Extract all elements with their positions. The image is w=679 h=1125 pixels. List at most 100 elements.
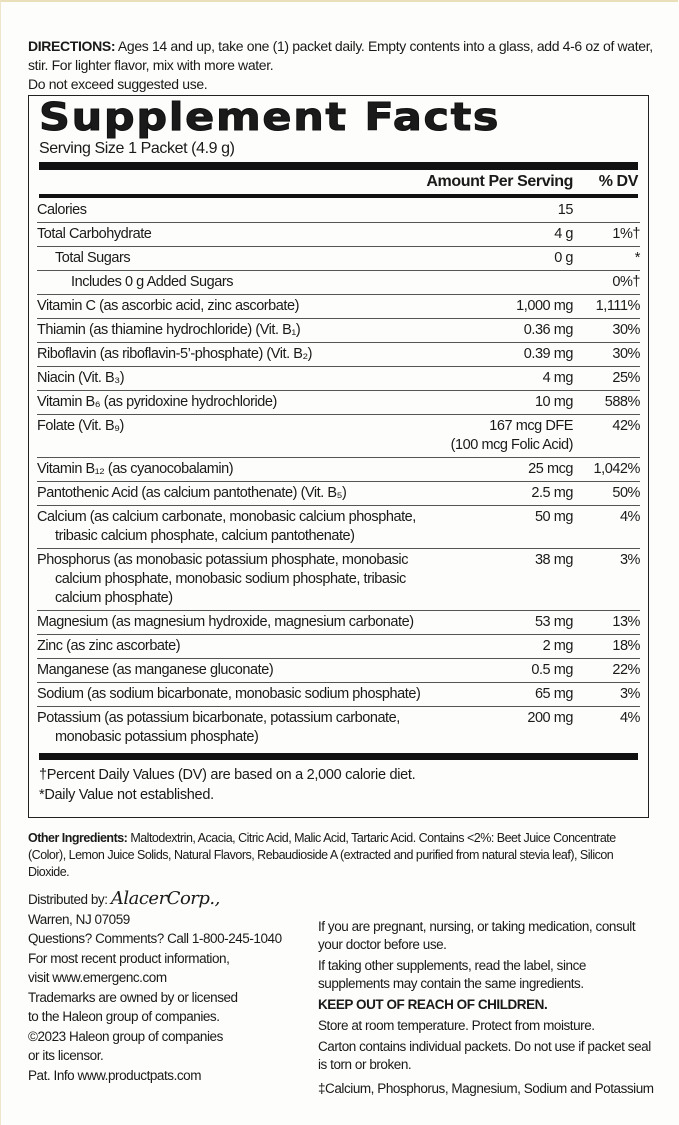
amount-value: 0.39 mg [523, 346, 574, 362]
nutrient-dv: 1%† [612, 226, 640, 242]
amount-value: 0.36 mg [523, 322, 574, 338]
nutrient-name: Vitamin B₆ (as pyridoxine hydrochloride) [37, 393, 467, 412]
nutrient-name-line: Niacin (Vit. B₃) [37, 370, 125, 386]
nutrient-row: Vitamin B₁₂ (as cyanocobalamin) 25 mcg 1,0… [37, 458, 640, 482]
nutrient-name-line: Zinc (as zinc ascorbate) [37, 638, 181, 654]
nutrient-row: Zinc (as zinc ascorbate) 2 mg 18% [37, 635, 640, 659]
amount-value: 65 mg [534, 686, 574, 702]
nutrient-amount: 2 mg [542, 637, 574, 656]
nutrient-name-line: Potassium (as potassium bicarbonate, pot… [37, 710, 400, 726]
distributor-line: Trademarks are owned by or licensed [28, 989, 238, 1005]
nutrient-amount: 0.39 mg [523, 345, 574, 364]
nutrient-row: Vitamin B₆ (as pyridoxine hydrochloride)… [37, 391, 640, 415]
nutrient-name-line: Sodium (as sodium bicarbonate, monobasic… [37, 686, 421, 702]
warning-carton: Carton contains individual packets. Do n… [318, 1039, 651, 1072]
other-ingredients-label: Other Ingredients: [28, 831, 128, 845]
distributor-line: Pat. Info www.productpats.com [28, 1067, 202, 1083]
nutrient-name-line: Phosphorus (as monobasic potassium phosp… [37, 552, 409, 568]
nutrient-dv: 588% [604, 394, 641, 410]
nutrient-name: Calories [37, 201, 467, 220]
column-header: Amount Per Serving % DV [39, 170, 638, 194]
amount-value: 2.5 mg [531, 485, 573, 501]
nutrient-amount: 38 mg [534, 551, 574, 570]
amount-value: 1,000 mg [516, 298, 573, 314]
amount-value: 4 mg [542, 370, 574, 386]
nutrient-row: Potassium (as potassium bicarbonate, pot… [37, 707, 640, 749]
nutrient-name-line: tribasic calcium phosphate, calcium pant… [55, 528, 355, 544]
nutrient-amount: 50 mg [535, 508, 574, 527]
nutrient-row: Riboflavin (as riboflavin-5’-phosphate) … [37, 343, 640, 367]
warnings: If you are pregnant, nursing, or taking … [318, 918, 658, 1101]
nutrient-row: Folate (Vit. B₉) 167 mcg DFE (100 mcg Foli… [37, 415, 640, 458]
nutrient-row: Niacin (Vit. B₃) 4 mg 25% [37, 367, 640, 391]
facts-title: Supplement Facts [38, 95, 501, 139]
amount-value: 10 mg [534, 394, 574, 410]
amount-value: 2 mg [542, 638, 574, 654]
label-content: DIRECTIONS: Ages 14 and up, take one (1)… [28, 38, 658, 1101]
nutrient-dv: 4% [619, 710, 641, 726]
warning-children: KEEP OUT OF REACH OF CHILDREN. [318, 997, 548, 1012]
nutrient-dv: 3% [619, 552, 641, 568]
nutrient-dv: 4% [619, 509, 641, 525]
nutrient-name-line: Vitamin B₁₂ (as cyanocobalamin) [37, 461, 234, 477]
nutrient-amount: 1,000 mg [516, 297, 573, 316]
nutrient-name: Phosphorus (as monobasic potassium phosp… [37, 551, 467, 608]
nutrient-name-line: Thiamin (as thiamine hydrochloride) (Vit… [37, 322, 301, 338]
header-dv: % DV [598, 173, 639, 190]
directions-text: Ages 14 and up, take one (1) packet dail… [28, 38, 653, 73]
nutrient-name-line: Riboflavin (as riboflavin-5’-phosphate) … [37, 346, 313, 362]
footnote-dv: †Percent Daily Values (DV) are based on … [39, 767, 416, 783]
nutrient-row: Total Carbohydrate 4 g 1%† [37, 223, 640, 247]
nutrient-name-line: calcium phosphate) [55, 590, 173, 606]
nutrient-row: Vitamin C (as ascorbic acid, zinc ascorb… [37, 295, 640, 319]
amount-value: 200 mg [527, 710, 573, 726]
nutrient-name: Zinc (as zinc ascorbate) [37, 637, 467, 656]
nutrient-row: Sodium (as sodium bicarbonate, monobasic… [37, 683, 640, 707]
nutrient-amount: 65 mg [534, 685, 574, 704]
amount-value: 4 g [554, 226, 573, 242]
nutrient-name-line: Calories [37, 202, 87, 218]
nutrient-dv: 13% [612, 614, 640, 630]
thick-divider [39, 162, 638, 170]
other-ingredients: Other Ingredients: Maltodextrin, Acacia,… [28, 830, 653, 881]
distributor-line: visit www.emergenc.com [28, 970, 167, 985]
amount-value: 0 g [554, 250, 573, 266]
nutrient-name: Folate (Vit. B₉) [37, 417, 467, 436]
nutrient-name: Includes 0 g Added Sugars [37, 273, 501, 292]
nutrient-name-line: Folate (Vit. B₉) [37, 418, 124, 434]
amount-value: 38 mg [534, 552, 574, 568]
nutrient-dv: 25% [612, 370, 640, 386]
nutrient-name-line: Vitamin C (as ascorbic acid, zinc ascorb… [37, 298, 299, 314]
header-amount: Amount Per Serving [426, 173, 573, 190]
nutrient-name: Pantothenic Acid (as calcium pantothenat… [37, 484, 467, 503]
nutrient-amount: 0.36 mg [523, 321, 574, 340]
nutrient-name-line: Total Carbohydrate [37, 226, 152, 242]
nutrient-row: Total Sugars 0 g * [37, 247, 640, 271]
thick-divider-bottom [39, 753, 638, 760]
nutrient-name: Magnesium (as magnesium hydroxide, magne… [37, 613, 467, 632]
nutrient-name-line: Pantothenic Acid (as calcium pantothenat… [37, 485, 347, 501]
minerals-note: ‡Calcium, Phosphorus, Magnesium, Sodium … [318, 1081, 654, 1096]
nutrient-amount: 0.5 mg [531, 661, 573, 680]
distributor-line: ©2023 Haleon group of companies [28, 1028, 223, 1044]
nutrient-dv: 18% [612, 638, 640, 654]
distributor-line: Warren, NJ 07059 [28, 911, 130, 927]
distributed-by-label: Distributed by: [28, 892, 111, 907]
nutrient-dv: 1,111% [595, 298, 641, 314]
nutrient-name-line: Total Sugars [55, 250, 131, 266]
nutrient-name-line: Magnesium (as magnesium hydroxide, magne… [37, 614, 414, 630]
amount-value: 53 mg [534, 614, 574, 630]
distributor-line: or its licensor. [28, 1048, 104, 1063]
amount-value: 167 mcg DFE [489, 418, 573, 434]
nutrient-name: Vitamin C (as ascorbic acid, zinc ascorb… [37, 297, 467, 316]
nutrient-name-line: Calcium (as calcium carbonate, monobasic… [37, 509, 416, 525]
nutrient-row: Includes 0 g Added Sugars 0%† [37, 271, 640, 295]
nutrient-row: Calcium (as calcium carbonate, monobasic… [37, 506, 640, 549]
nutrient-dv: 22% [612, 662, 640, 678]
other-ingredients-text: Maltodextrin, Acacia, Citric Acid, Malic… [28, 831, 616, 879]
medium-divider [39, 194, 638, 198]
nutrient-amount: 0 g [554, 249, 573, 268]
warning-pregnant: If you are pregnant, nursing, or taking … [318, 919, 636, 952]
distributor-info: Distributed by: AlacerCorp., Warren, NJ … [28, 889, 318, 1101]
nutrient-table: Calories 15 Total Carbohydrate 4 g 1%† Total … [37, 199, 640, 749]
